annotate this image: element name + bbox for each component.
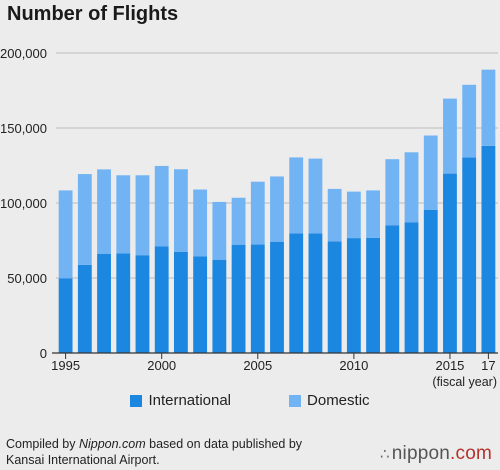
bar-domestic	[231, 197, 246, 245]
bar-international	[212, 259, 227, 353]
x-tick-label: 2010	[339, 358, 368, 373]
bar-domestic	[154, 165, 169, 247]
bar-international	[154, 246, 169, 353]
domestic-swatch	[289, 394, 302, 407]
bar-international	[135, 255, 150, 353]
bar-international	[97, 254, 111, 353]
source-line-1: Compiled by Nippon.com based on data pub…	[6, 436, 302, 452]
bar-chart: 0 50,000 100,000 150,000 200,000 1995 2000 2005…	[0, 46, 498, 389]
bar-domestic	[481, 69, 496, 146]
logo-name: nippon	[391, 443, 451, 464]
bar-international	[116, 253, 131, 353]
bar-domestic	[308, 158, 323, 234]
bar-domestic	[250, 181, 265, 245]
legend-label-domestic: Domestic	[307, 392, 370, 409]
bar-domestic	[270, 176, 284, 242]
source-line-2: Kansai International Airport.	[6, 453, 160, 467]
bar-domestic	[97, 169, 111, 254]
y-tick-label: 150,000	[0, 121, 47, 136]
bar-domestic	[327, 188, 342, 242]
y-tick-label: 100,000	[0, 196, 47, 211]
bar-international	[289, 233, 304, 353]
bar-domestic	[462, 84, 477, 158]
bar-domestic	[116, 175, 131, 254]
source-note: Compiled by Nippon.com based on data pub…	[6, 436, 302, 468]
bar-international	[443, 173, 457, 353]
bar-international	[231, 244, 246, 353]
x-tick-label: 2015	[435, 358, 464, 373]
bar-domestic	[135, 175, 150, 256]
y-tick-label: 50,000	[7, 271, 47, 286]
x-tick-label: 1995	[51, 358, 80, 373]
chart-legend: International Domestic	[0, 392, 500, 409]
legend-item-international: International	[130, 392, 231, 409]
bar-international	[327, 241, 342, 353]
bar-international	[193, 256, 208, 353]
bar-domestic	[173, 169, 188, 252]
source-publisher: Nippon.com	[78, 437, 146, 451]
bar-domestic	[443, 98, 457, 174]
logo-tld: .com	[450, 443, 492, 464]
bar-international	[270, 241, 284, 353]
bar-domestic	[385, 159, 400, 226]
nippon-logo: ∴ nippon.com	[380, 443, 492, 465]
y-tick-label: 0	[40, 346, 47, 361]
bar-international	[77, 264, 92, 353]
bar-domestic	[346, 191, 361, 239]
international-swatch	[130, 394, 143, 407]
bar-domestic	[289, 157, 304, 234]
legend-item-domestic: Domestic	[289, 392, 370, 409]
logo-mark-icon: ∴	[380, 446, 390, 463]
y-tick-label: 200,000	[0, 46, 47, 61]
x-tick-label: 2005	[243, 358, 272, 373]
bar-domestic	[77, 174, 92, 265]
bar-domestic	[423, 135, 438, 210]
bar-international	[481, 145, 496, 353]
source-prefix: Compiled by	[6, 437, 79, 451]
legend-label-international: International	[148, 392, 232, 409]
x-tick-label: 17	[481, 358, 495, 373]
bar-international	[308, 233, 323, 353]
bar-domestic	[58, 190, 73, 279]
bar-international	[462, 157, 477, 353]
bar-domestic	[404, 152, 419, 223]
bar-domestic	[212, 201, 227, 260]
bar-international	[250, 244, 265, 353]
bar-international	[346, 238, 361, 353]
chart-title: Number of Flights	[7, 3, 179, 25]
bar-international	[173, 251, 188, 353]
bar-international	[58, 278, 73, 353]
bar-international	[423, 209, 438, 353]
bar-domestic	[193, 189, 208, 257]
source-suffix: based on data published by	[145, 437, 303, 451]
x-axis-label: (fiscal year)	[432, 375, 497, 389]
x-tick-label: 2000	[147, 358, 176, 373]
bar-domestic	[366, 190, 381, 238]
bar-international	[385, 225, 400, 353]
bar-international	[366, 237, 381, 353]
bar-international	[404, 222, 419, 353]
